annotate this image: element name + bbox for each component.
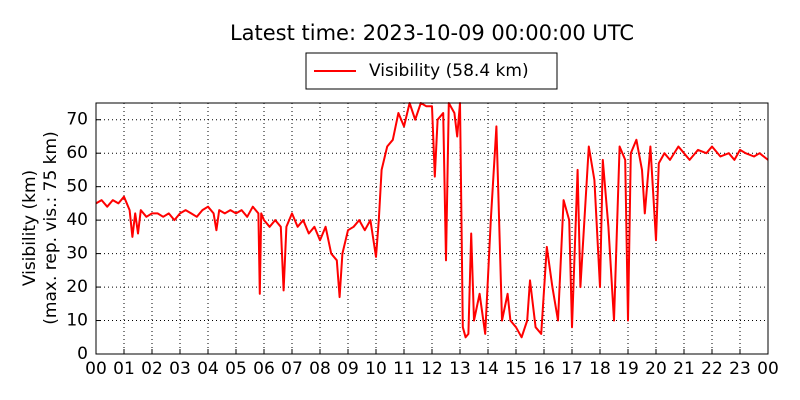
plot-frame bbox=[95, 102, 769, 355]
x-tick-label: 07 bbox=[281, 359, 303, 379]
y-tick-label: 70 bbox=[66, 110, 88, 130]
x-tick-label: 09 bbox=[337, 359, 359, 379]
x-tick-label: 23 bbox=[729, 359, 751, 379]
x-tick-label: 22 bbox=[701, 359, 723, 379]
x-tick-label: 10 bbox=[365, 359, 387, 379]
x-tick-label: 00 bbox=[85, 359, 107, 379]
y-tick-label: 30 bbox=[66, 244, 88, 264]
x-tick-label: 12 bbox=[421, 359, 443, 379]
data-line bbox=[95, 102, 769, 339]
x-tick-label: 03 bbox=[169, 359, 191, 379]
x-tick-label: 05 bbox=[225, 359, 247, 379]
y-tick-label: 0 bbox=[77, 344, 88, 364]
x-tick-label: 21 bbox=[673, 359, 695, 379]
x-tick-label: 15 bbox=[505, 359, 527, 379]
y-tick-label: 40 bbox=[66, 210, 88, 230]
x-tick-label: 16 bbox=[533, 359, 555, 379]
x-tick-label: 04 bbox=[197, 359, 219, 379]
x-tick-label: 17 bbox=[561, 359, 583, 379]
y-tick-label: 10 bbox=[66, 311, 88, 331]
y-label-line: (max. rep. vis.: 75 km) bbox=[41, 131, 61, 324]
y-tick-label: 50 bbox=[66, 177, 88, 197]
y-tick-label: 60 bbox=[66, 143, 88, 163]
y-label-line: Visibility (km) bbox=[20, 170, 40, 286]
x-tick-label: 18 bbox=[589, 359, 611, 379]
x-tick-label: 20 bbox=[645, 359, 667, 379]
x-tick-label: 11 bbox=[393, 359, 415, 379]
x-tick-label: 08 bbox=[309, 359, 331, 379]
x-tick-label: 14 bbox=[477, 359, 499, 379]
x-tick-label: 13 bbox=[449, 359, 471, 379]
legend-label: Visibility (58.4 km) bbox=[369, 61, 529, 81]
x-tick-label: 02 bbox=[141, 359, 163, 379]
x-tick-label: 01 bbox=[113, 359, 135, 379]
chart-title: Latest time: 2023-10-09 00:00:00 UTC bbox=[230, 21, 634, 45]
y-axis-label: Visibility (km) (max. rep. vis.: 75 km) bbox=[20, 131, 61, 324]
x-tick-label: 19 bbox=[617, 359, 639, 379]
y-tick-label: 20 bbox=[66, 277, 88, 297]
x-tick-label: 00 bbox=[757, 359, 779, 379]
x-tick-label: 06 bbox=[253, 359, 275, 379]
